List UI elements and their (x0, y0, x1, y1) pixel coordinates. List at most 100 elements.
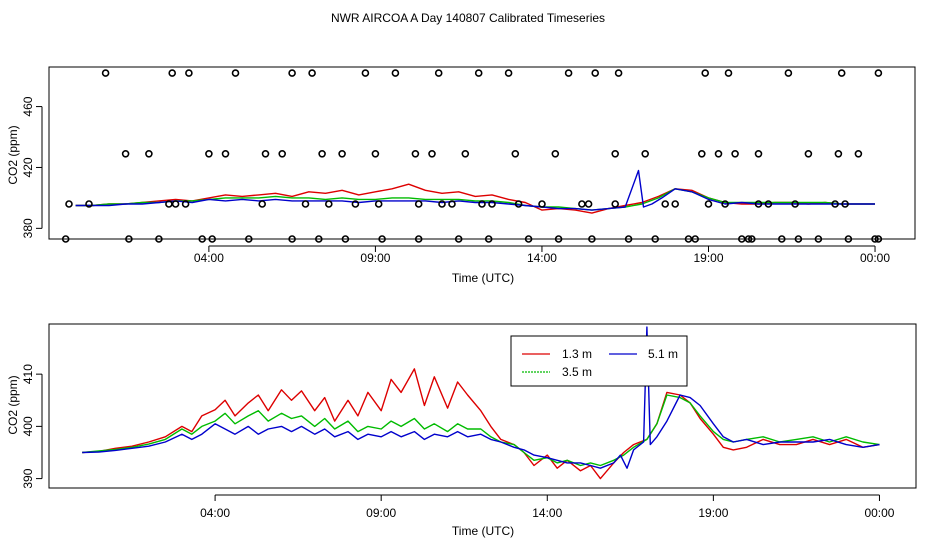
calibration-point (338, 150, 346, 158)
calibration-point (584, 200, 593, 208)
calibration-point (125, 235, 133, 243)
series-line-5-1-m (82, 326, 880, 469)
calibration-point (155, 235, 163, 243)
calibration-point (844, 235, 853, 243)
series-group (82, 326, 880, 480)
legend-box (510, 335, 688, 387)
calibration-point (524, 235, 533, 243)
series-line-5-1-m (75, 169, 875, 211)
x-tick-label: 00:00 (864, 506, 894, 520)
calibration-point (554, 235, 563, 243)
calibration-point (504, 69, 513, 77)
calibration-point (591, 69, 600, 77)
calibration-point (65, 200, 73, 208)
calibration-point (488, 200, 496, 208)
calibration-point (198, 235, 206, 243)
calibration-point (671, 200, 680, 208)
calibration-point (551, 150, 560, 158)
plot-frame (48, 66, 916, 240)
calibration-point (314, 235, 323, 243)
calibration-point (804, 150, 813, 158)
calibration-point (301, 200, 310, 208)
y-tick-label: 390 (21, 468, 35, 488)
plot-frame (48, 323, 917, 489)
calibration-point (438, 200, 446, 208)
calibration-point (121, 150, 130, 158)
calibration-point (697, 150, 706, 158)
calibration-point (511, 150, 520, 158)
legend-label-1-3m: 1.3 m (562, 347, 592, 361)
calibration-point (461, 150, 470, 158)
x-axis-label: Time (UTC) (452, 271, 514, 285)
calibration-point (361, 69, 370, 77)
calibration-point (221, 150, 230, 158)
calibration-point (744, 235, 753, 243)
calibration-point (588, 235, 596, 243)
calibration-point (278, 150, 287, 158)
x-axis-label: Time (UTC) (452, 524, 514, 538)
calibration-point (181, 200, 190, 208)
calibration-point (724, 69, 733, 77)
calibration-point (721, 200, 729, 208)
series-line-1-3-m (82, 368, 880, 480)
calibration-point (478, 200, 486, 208)
calibration-point (611, 150, 620, 158)
calibration-point (258, 200, 267, 208)
calibration-point (714, 150, 723, 158)
calibration-point (731, 150, 739, 158)
calibration-point (538, 200, 546, 208)
calibration-point (514, 200, 523, 208)
x-tick-label: 19:00 (693, 251, 723, 265)
calibration-point (414, 235, 423, 243)
calibration-point (691, 235, 700, 243)
y-axis-label: CO2 (ppm) (6, 125, 20, 184)
calibration-point (288, 235, 296, 243)
calibration-point (611, 200, 620, 208)
calibration-point (854, 150, 863, 158)
calibration-point (411, 150, 420, 158)
calibration-point (764, 200, 773, 208)
x-axis: 04:00 09:00 14:00 19:00 00:00 (194, 245, 890, 265)
x-tick-label: 14:00 (532, 506, 562, 520)
calibration-points-group (61, 69, 883, 243)
calibration-point (831, 200, 839, 208)
calibration-point (374, 200, 383, 208)
legend-label-5-1m: 5.1 m (648, 347, 678, 361)
calibration-point (834, 150, 843, 158)
legend-label-3-5m: 3.5 m (562, 365, 592, 379)
calibration-point (341, 235, 350, 243)
series-line-1-3-m (75, 183, 875, 214)
legend: 1.3 m 5.1 m 3.5 m (510, 335, 688, 387)
calibration-point (814, 235, 823, 243)
calibration-point (641, 150, 650, 158)
calibration-point (484, 235, 493, 243)
calibration-point (474, 69, 483, 77)
y-tick-label: 410 (21, 364, 35, 384)
calibration-point (261, 150, 270, 158)
calibration-point (784, 69, 793, 77)
calibration-point (185, 69, 193, 77)
x-tick-label: 09:00 (366, 506, 396, 520)
calibration-point (701, 69, 710, 77)
calibration-point (837, 69, 846, 77)
calibration-point (371, 150, 380, 158)
calibration-point (794, 235, 803, 243)
figure-title: NWR AIRCOA A Day 140807 Calibrated Times… (331, 11, 605, 25)
calibration-point (704, 200, 713, 208)
calibration-point (791, 200, 799, 208)
x-axis: 04:00 09:00 14:00 19:00 00:00 (200, 494, 895, 520)
calibration-point (308, 69, 316, 77)
calibration-point (85, 200, 93, 208)
co2-height-panel: 04:00 09:00 14:00 19:00 00:00 390 400 410 Time… (6, 323, 917, 538)
calibration-point (145, 150, 153, 158)
calibration-point (428, 150, 436, 158)
y-tick-label: 420 (21, 157, 35, 177)
calibration-point (434, 69, 443, 77)
calibration-point (208, 235, 216, 243)
calibration-point (651, 235, 660, 243)
calibration-point (391, 69, 400, 77)
calibration-point (754, 200, 763, 208)
calibration-point (454, 235, 463, 243)
calibration-point (351, 200, 360, 208)
